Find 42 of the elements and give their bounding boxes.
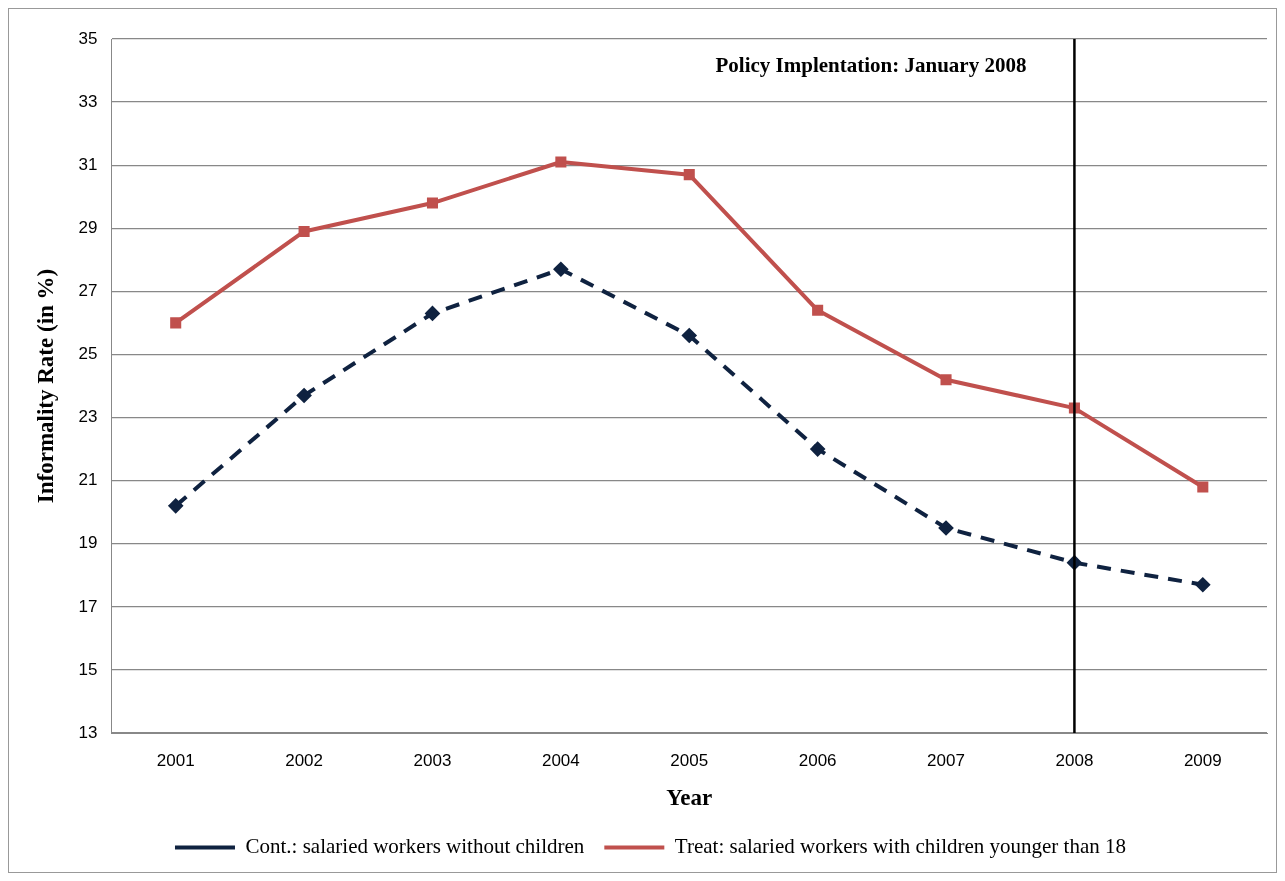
legend-label: Treat: salaried workers with children younger than 18 — [674, 834, 1127, 859]
point — [168, 498, 183, 513]
y-tick-label: 31 — [78, 154, 98, 174]
x-tick-label: 2004 — [541, 750, 580, 770]
point — [1197, 481, 1209, 493]
point — [682, 328, 697, 343]
y-tick-label: 23 — [78, 407, 98, 427]
y-tick-label: 25 — [78, 344, 98, 364]
y-tick-label: 35 — [78, 28, 98, 48]
y-tick-label: 29 — [78, 217, 98, 237]
point — [425, 306, 440, 321]
y-tick-label: 21 — [78, 470, 98, 490]
point — [297, 388, 312, 403]
y-tick-label: 13 — [78, 722, 98, 742]
point — [555, 156, 567, 168]
x-tick-label: 2005 — [670, 750, 709, 770]
point — [426, 197, 439, 209]
x-tick-label: 2002 — [285, 750, 324, 770]
y-tick-label: 33 — [78, 91, 98, 111]
point — [683, 169, 695, 181]
y-tick-label: 15 — [78, 659, 98, 679]
point — [1195, 577, 1210, 592]
point — [298, 225, 310, 237]
x-tick-label: 2001 — [156, 750, 195, 770]
ref-line-label: Policy Implentation: January 2008 — [715, 53, 1027, 78]
point — [940, 374, 952, 386]
x-axis-title: Year — [666, 785, 713, 811]
y-tick-label: 27 — [78, 281, 98, 301]
x-tick-label: 2008 — [1055, 750, 1094, 770]
x-tick-label: 2003 — [413, 750, 452, 770]
x-tick-label: 2006 — [798, 750, 837, 770]
point — [812, 304, 824, 316]
y-tick-label: 17 — [78, 596, 98, 616]
point — [553, 262, 568, 277]
x-tick-label: 2009 — [1183, 750, 1222, 770]
legend-label: Cont.: salaried workers without children — [245, 834, 585, 859]
point — [810, 442, 825, 457]
point — [939, 520, 954, 535]
y-tick-label: 19 — [78, 533, 98, 553]
y-axis-title: Informality Rate (in %) — [32, 268, 58, 504]
point — [170, 317, 182, 329]
x-tick-label: 2007 — [927, 750, 965, 770]
